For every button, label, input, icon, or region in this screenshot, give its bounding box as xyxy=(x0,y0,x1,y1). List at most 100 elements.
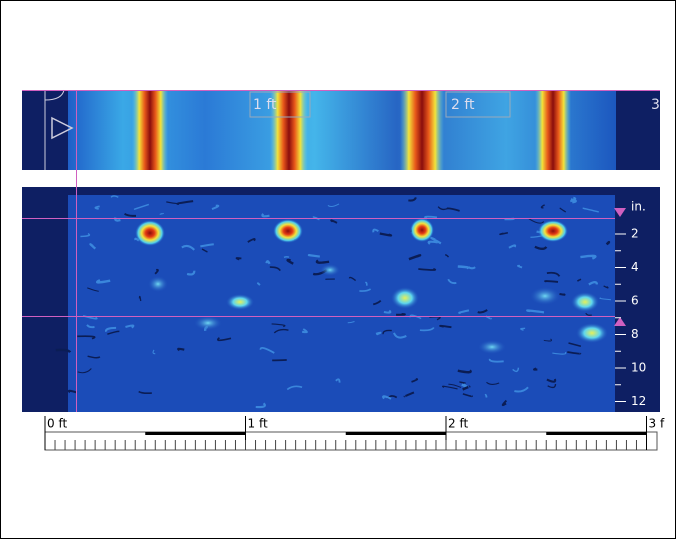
texture xyxy=(477,309,488,314)
texture xyxy=(159,212,164,215)
texture xyxy=(408,254,422,261)
texture xyxy=(67,389,78,394)
strip-label: 2 ft xyxy=(451,97,475,113)
texture xyxy=(375,331,382,336)
texture xyxy=(546,378,557,383)
texture xyxy=(512,367,520,373)
texture xyxy=(499,231,509,236)
texture xyxy=(265,260,271,265)
texture xyxy=(80,232,91,238)
texture xyxy=(372,228,379,233)
texture xyxy=(307,254,320,258)
texture xyxy=(107,330,120,335)
texture xyxy=(430,236,442,245)
ruler-label: 0 ft xyxy=(47,417,67,431)
texture xyxy=(559,293,566,296)
depth-tick-label: 2 xyxy=(631,227,639,241)
texture xyxy=(255,402,266,409)
texture xyxy=(544,280,559,283)
texture xyxy=(335,378,341,383)
texture xyxy=(87,287,99,292)
texture xyxy=(138,295,142,302)
texture xyxy=(176,200,194,205)
texture xyxy=(315,259,330,264)
texture xyxy=(96,279,111,284)
ruler-label: 3 f xyxy=(649,417,665,431)
texture xyxy=(508,244,517,249)
ruler-bar xyxy=(546,432,647,435)
texture xyxy=(312,216,320,221)
ruler-bar xyxy=(345,432,446,435)
texture xyxy=(570,198,577,204)
texture xyxy=(269,266,281,272)
texture xyxy=(585,312,592,316)
texture xyxy=(327,203,340,208)
texture xyxy=(576,278,582,282)
texture xyxy=(86,324,95,329)
texture xyxy=(569,196,577,203)
texture xyxy=(216,337,232,342)
texture xyxy=(271,323,286,328)
texture xyxy=(347,321,355,324)
texture xyxy=(568,342,582,347)
texture xyxy=(462,385,471,391)
texture xyxy=(458,309,470,314)
texture xyxy=(123,212,137,217)
texture xyxy=(89,243,97,250)
texture xyxy=(559,207,567,213)
texture xyxy=(543,338,552,342)
texture xyxy=(133,203,150,210)
texture xyxy=(603,285,609,289)
texture xyxy=(77,335,96,340)
texture xyxy=(427,240,438,245)
texture xyxy=(437,206,449,211)
texture xyxy=(273,328,289,334)
texture xyxy=(348,276,357,282)
texture xyxy=(533,367,538,371)
texture xyxy=(408,196,417,202)
texture xyxy=(382,395,392,400)
texture xyxy=(125,324,135,329)
texture xyxy=(567,351,582,355)
texture xyxy=(301,328,308,334)
texture xyxy=(552,351,567,355)
texture xyxy=(439,324,452,329)
texture xyxy=(540,204,545,209)
texture xyxy=(383,309,392,314)
texture xyxy=(200,243,214,248)
texture xyxy=(514,386,529,393)
texture xyxy=(411,378,419,383)
texture xyxy=(396,312,406,316)
depth-tick-label: 6 xyxy=(631,294,639,308)
texture xyxy=(599,297,612,301)
texture xyxy=(379,232,393,237)
texture xyxy=(467,266,476,270)
texture xyxy=(547,383,557,389)
distance-ruler: 0 ft 1 ft 2 ft 3 f xyxy=(44,416,665,451)
depth-scan xyxy=(22,187,660,412)
texture xyxy=(382,329,392,335)
depth-tick-label: 10 xyxy=(631,361,646,375)
texture xyxy=(138,390,152,395)
texture xyxy=(211,204,220,211)
texture xyxy=(247,238,256,243)
texture xyxy=(445,254,450,258)
texture xyxy=(441,385,458,390)
texture xyxy=(283,256,290,259)
texture xyxy=(580,254,597,260)
texture xyxy=(605,240,611,246)
texture xyxy=(582,207,599,213)
texture xyxy=(419,327,435,332)
texture xyxy=(372,299,382,306)
strip-label: 1 ft xyxy=(253,97,277,113)
strip-label: 3 xyxy=(651,97,660,113)
texture xyxy=(457,369,472,374)
texture xyxy=(261,213,270,218)
plan-strip xyxy=(22,89,660,170)
texture xyxy=(186,270,196,276)
texture xyxy=(286,385,303,391)
texture xyxy=(359,288,372,292)
texture xyxy=(235,257,242,261)
texture xyxy=(418,267,437,271)
